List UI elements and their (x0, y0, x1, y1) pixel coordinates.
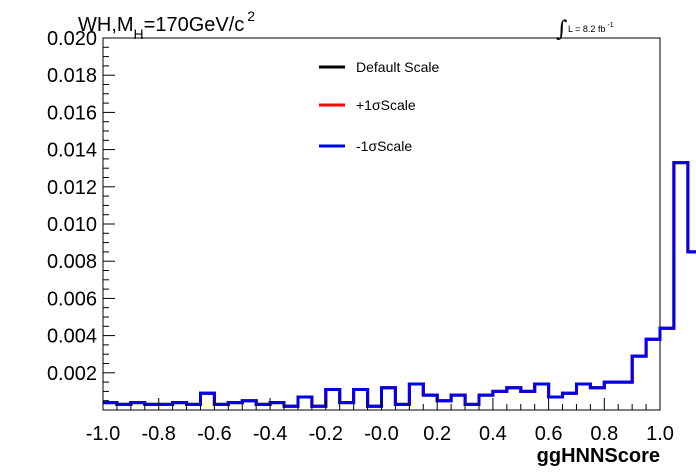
legend-label-plus-1sigma: +1σScale (356, 97, 416, 113)
x-tick-label: 0.2 (423, 423, 451, 445)
y-tick-label: 0.014 (47, 140, 97, 162)
y-tick-label: 0.008 (47, 251, 97, 273)
y-tick-label: 0.010 (47, 214, 97, 236)
axis-layer: -1.0 -0.8 -0.6 -0.4 -0.2 -0.0 0.2 0.4 0.6 0.8 1.0 0… (47, 28, 674, 445)
chart-title: WH,MH=170GeV/c 2 (78, 8, 255, 42)
x-tick-label: -0.4 (253, 423, 287, 445)
x-tick-label: 0.6 (535, 423, 563, 445)
lumi-label: L = 8.2 fb -1 (568, 22, 614, 34)
x-tick-label: -1.0 (86, 423, 120, 445)
y-tick-label: 0.002 (47, 363, 97, 385)
lumi-integral-symbol: ∫ (556, 17, 568, 42)
x-tick-label: 1.0 (646, 423, 674, 445)
series-layer (103, 161, 696, 408)
y-tick-label: 0.018 (47, 65, 97, 87)
x-tick-label: -0.8 (141, 423, 175, 445)
x-tick-label: 0.4 (479, 423, 507, 445)
legend-label-default-scale: Default Scale (356, 59, 439, 75)
y-tick-label: 0.012 (47, 177, 97, 199)
y-tick-label: 0.004 (47, 326, 97, 348)
legend-label-minus-1sigma: -1σScale (356, 138, 412, 154)
legend: Default Scale +1σScale -1σScale (319, 59, 439, 154)
x-tick-label: -0.0 (364, 423, 398, 445)
x-axis-label: ggHNNScore (537, 445, 660, 467)
x-tick-label: 0.8 (590, 423, 618, 445)
x-tick-label: -0.6 (197, 423, 231, 445)
series-2-histogram (103, 161, 696, 408)
x-tick-label: -0.2 (309, 423, 343, 445)
y-tick-label: 0.016 (47, 102, 97, 124)
y-tick-label: 0.020 (47, 28, 97, 50)
y-tick-label: 0.006 (47, 288, 97, 310)
